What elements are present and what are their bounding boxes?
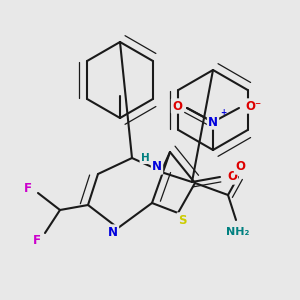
- Text: N: N: [152, 160, 162, 173]
- Text: O: O: [227, 170, 237, 184]
- Text: H: H: [141, 153, 149, 163]
- Text: F: F: [33, 235, 41, 248]
- Text: O: O: [235, 160, 245, 173]
- Text: N: N: [208, 116, 218, 128]
- Text: F: F: [24, 182, 32, 194]
- Text: +: +: [220, 108, 226, 117]
- Text: NH₂: NH₂: [226, 227, 250, 237]
- Text: O⁻: O⁻: [245, 100, 261, 112]
- Text: O: O: [172, 100, 182, 112]
- Text: S: S: [178, 214, 186, 226]
- Text: N: N: [108, 226, 118, 238]
